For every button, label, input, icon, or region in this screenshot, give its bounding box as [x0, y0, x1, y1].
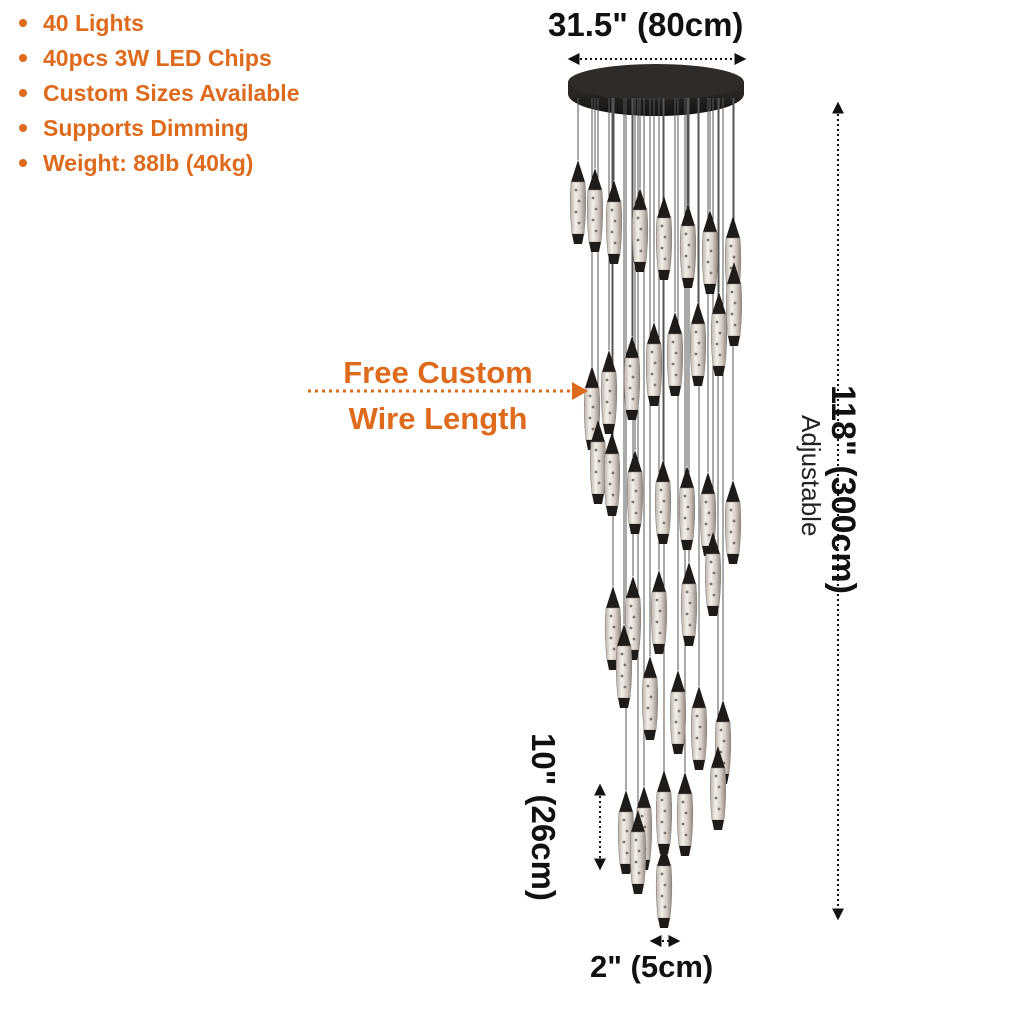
- pendant-light: [615, 624, 633, 708]
- pendant-light: [709, 746, 727, 830]
- pendant-light: [645, 322, 663, 406]
- pendant-light: [704, 532, 722, 616]
- feature-text: 40pcs 3W LED Chips: [43, 45, 272, 71]
- pendant-light: [680, 562, 698, 646]
- pendant-light: [689, 302, 707, 386]
- pendant-light: [626, 450, 644, 534]
- pendant-light: [655, 196, 673, 280]
- custom-wire-callout: Free Custom Wire Length: [318, 350, 558, 442]
- feature-text: Custom Sizes Available: [43, 80, 300, 106]
- pendant-light: [600, 350, 618, 434]
- pendant-light: [617, 790, 635, 874]
- pendant-diameter-label: 2" (5cm): [590, 949, 714, 984]
- feature-text: 40 Lights: [43, 10, 144, 36]
- pendant-group: [569, 160, 743, 928]
- max-height-label: 118" (300cm): [824, 385, 862, 594]
- adjustable-label: Adjustable: [796, 415, 826, 537]
- suspension-wires: [577, 98, 735, 844]
- pendant-light: [631, 188, 649, 272]
- bullet-icon: [19, 19, 27, 27]
- pendant-light: [603, 432, 621, 516]
- pendant-light: [655, 844, 673, 928]
- pendant-light: [650, 570, 668, 654]
- feature-text: Supports Dimming: [43, 115, 249, 141]
- feature-item: Weight: 88lb (40kg): [18, 146, 300, 181]
- pendant-light: [701, 210, 719, 294]
- pendant-light: [725, 262, 743, 346]
- pendant-light: [586, 168, 604, 252]
- bullet-icon: [19, 54, 27, 62]
- feature-list: 40 Lights 40pcs 3W LED Chips Custom Size…: [18, 6, 300, 181]
- pendant-light: [724, 480, 742, 564]
- callout-line-1: Free Custom: [343, 355, 533, 390]
- pendant-light: [655, 770, 673, 854]
- pendant-light: [589, 420, 607, 504]
- pendant-length-label: 10" (26cm): [525, 733, 562, 901]
- pendant-light: [641, 656, 659, 740]
- pendant-light: [690, 686, 708, 770]
- feature-item: 40pcs 3W LED Chips: [18, 41, 300, 76]
- pendant-light: [710, 292, 728, 376]
- bullet-icon: [19, 159, 27, 167]
- pendant-light: [654, 460, 672, 544]
- pendant-light: [623, 336, 641, 420]
- canopy-width-label: 31.5" (80cm): [548, 6, 744, 43]
- pendant-light: [669, 670, 687, 754]
- pendant-light: [629, 810, 647, 894]
- pendant-light: [679, 204, 697, 288]
- pendant-light: [676, 772, 694, 856]
- pendant-light: [678, 466, 696, 550]
- pendant-light: [605, 180, 623, 264]
- bullet-icon: [19, 89, 27, 97]
- pendant-light: [569, 160, 587, 244]
- feature-item: 40 Lights: [18, 6, 300, 41]
- feature-item: Custom Sizes Available: [18, 76, 300, 111]
- feature-text: Weight: 88lb (40kg): [43, 150, 254, 176]
- feature-item: Supports Dimming: [18, 111, 300, 146]
- bullet-icon: [19, 124, 27, 132]
- arrow-right-icon: [572, 382, 588, 400]
- pendant-light: [666, 312, 684, 396]
- callout-line-2: Wire Length: [348, 401, 528, 436]
